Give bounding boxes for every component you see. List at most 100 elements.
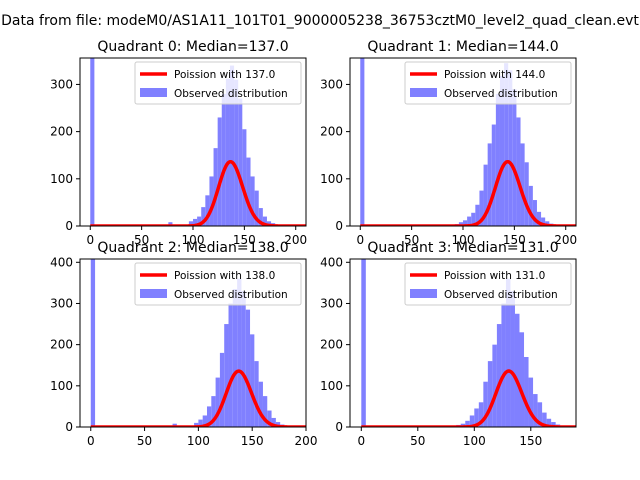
subplot-quadrant-3: 0 50 100 150 0 100 200 300 400 Quadrant 3: Median… (320, 240, 577, 448)
histogram-bar (465, 420, 470, 427)
histogram-bar (524, 162, 529, 226)
histogram-bar (505, 278, 511, 427)
x-tick-label: 200 (554, 233, 577, 247)
legend-hist-label: Observed distribution (444, 88, 558, 100)
legend-hist-swatch (410, 88, 437, 97)
histogram-bar (508, 70, 513, 226)
legend-hist-swatch (140, 88, 167, 97)
legend-fit-label: Poission with 138.0 (174, 270, 275, 282)
subplot-title: Quadrant 2: Median=138.0 (97, 240, 288, 256)
y-tick-label: 400 (50, 255, 73, 269)
x-tick-label: 100 (452, 233, 475, 247)
histogram-bar (197, 216, 202, 226)
histogram-bar (463, 220, 468, 226)
x-tick-label: 100 (187, 434, 210, 448)
histogram-bar (541, 217, 546, 226)
histogram-bar (491, 124, 496, 226)
legend-box (134, 262, 302, 306)
histogram-bar (250, 334, 255, 427)
histogram-bar (193, 218, 198, 226)
histogram-bar (250, 176, 255, 226)
histogram-bar (229, 65, 235, 226)
histogram-bar (205, 195, 210, 226)
histogram-bar (487, 361, 493, 427)
histogram-bar (201, 207, 206, 226)
poisson-fit-line (89, 159, 306, 226)
x-tick-label: 50 (404, 233, 419, 247)
histogram-bar (510, 291, 515, 427)
histogram-bar (512, 89, 517, 226)
histogram-bar (545, 221, 550, 226)
histogram-bar (469, 415, 475, 427)
histogram-bar (528, 377, 534, 427)
x-tick-label: 150 (241, 434, 264, 448)
y-tick-label: 300 (50, 77, 73, 91)
y-tick-label: 300 (320, 296, 343, 310)
subplot-quadrant-2: 0 50 100 150 200 0 100 200 300 400 Quadrant 2: Med… (50, 240, 317, 448)
subplot-grid: 0 50 100 150 200 0 100 200 300 Quadrant 0: Median… (50, 39, 577, 448)
histogram-bar (499, 75, 505, 226)
histogram-bar (478, 402, 484, 427)
histogram-bar (483, 164, 488, 226)
histogram-bar (232, 289, 238, 427)
histogram-bar (504, 63, 509, 226)
histogram-bar (254, 190, 259, 226)
histogram-bar (202, 415, 207, 427)
histogram-bar (198, 419, 203, 427)
histogram-bar (546, 418, 552, 427)
subplot-title: Quadrant 0: Median=137.0 (97, 39, 288, 55)
histogram-bar (241, 291, 246, 427)
x-tick-label: 0 (86, 233, 94, 247)
histogram-bar (228, 303, 233, 427)
x-tick-label: 50 (410, 434, 425, 448)
histogram-bar (254, 361, 259, 427)
y-tick-label: 200 (50, 125, 73, 139)
histogram-bar (520, 143, 525, 226)
histogram-bar (501, 303, 506, 427)
x-tick-label: 50 (137, 434, 152, 448)
y-tick-label: 400 (320, 255, 343, 269)
legend-hist-swatch (410, 289, 437, 298)
x-tick-label: 200 (295, 434, 318, 448)
histogram-bar (474, 408, 479, 427)
legend: Poission with 144.0 Observed distribution (404, 61, 572, 105)
histogram-bar (519, 332, 525, 427)
legend-hist-label: Observed distribution (174, 289, 288, 301)
x-tick-label: 0 (87, 434, 95, 448)
histogram-bar (215, 377, 220, 427)
legend-box (404, 262, 572, 306)
x-tick-label: 100 (182, 233, 205, 247)
histogram-bar (188, 221, 193, 226)
histogram-bar (242, 129, 247, 226)
histogram-bar (551, 422, 556, 427)
histogram-bar (458, 222, 463, 226)
histogram-bar (90, 259, 96, 427)
histogram-bar (194, 422, 199, 427)
legend: Poission with 137.0 Observed distribution (134, 61, 302, 105)
histogram-bar (536, 211, 542, 226)
histogram-bar (475, 204, 480, 226)
histogram-bar (219, 352, 225, 427)
histogram-bar (532, 200, 537, 226)
histogram-bar (234, 79, 239, 226)
histogram-bar (266, 221, 272, 226)
histogram-bar (528, 185, 533, 226)
histogram-bar (537, 402, 543, 427)
legend-fit-label: Poission with 131.0 (444, 270, 545, 282)
histogram-bar (237, 278, 242, 427)
histogram-bar (206, 406, 212, 427)
histogram-bar (246, 157, 251, 226)
histogram-bar (496, 324, 502, 427)
y-tick-label: 0 (65, 219, 73, 233)
y-tick-label: 200 (320, 338, 343, 352)
x-tick-label: 0 (357, 434, 365, 448)
y-tick-label: 200 (50, 338, 73, 352)
y-tick-label: 100 (320, 379, 343, 393)
histogram-bar (262, 396, 268, 427)
legend-hist-label: Observed distribution (174, 88, 288, 100)
x-tick-label: 150 (233, 233, 256, 247)
subplot-quadrant-1: 0 50 100 150 200 0 100 200 300 Quadrant 1: Median… (320, 39, 577, 247)
legend: Poission with 131.0 Observed distribution (404, 262, 572, 306)
histogram-bar (90, 58, 95, 226)
axes-frame (349, 258, 577, 428)
